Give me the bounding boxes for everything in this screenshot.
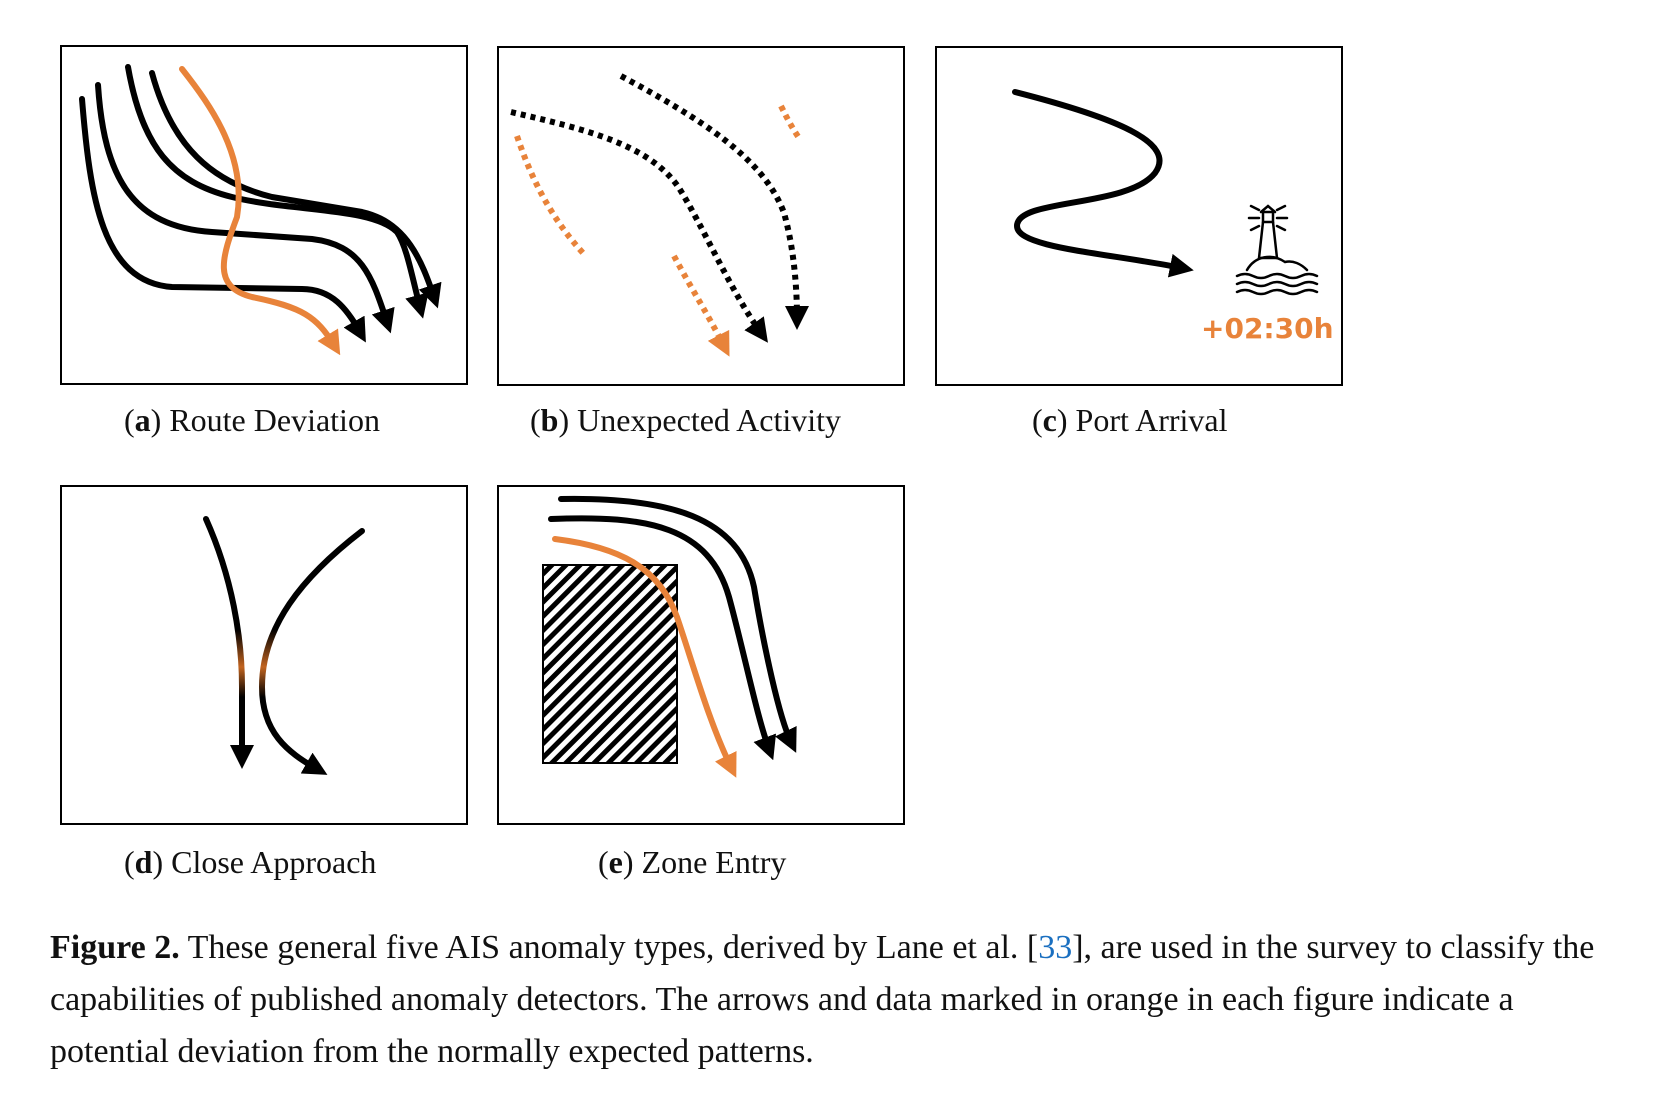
subcaption-c-title: Port Arrival [1075,402,1228,438]
normal-track-3 [125,64,429,319]
normal-track-1 [548,515,777,761]
unexpected-track-2 [671,254,730,357]
subcaption-d-title: Close Approach [171,844,377,880]
dotted-track-2 [619,73,809,330]
subcaption-a-letter: a [134,402,151,438]
unexpected-track-1 [514,135,586,256]
subcaption-d: (d) Close Approach [124,844,377,880]
arrival-delay-label: +02:30h [1201,312,1334,345]
figure-caption: Figure 2. These general five AIS anomaly… [50,922,1630,1078]
vessel-track-left [203,516,254,769]
close-approach-diagram [203,516,365,775]
subcaption-b-title: Unexpected Activity [577,402,842,438]
subcaption-b-letter: b [540,402,559,438]
zone-entry-diagram [542,495,797,778]
restricted-zone [542,564,678,764]
zone-entry-track [552,536,737,778]
normal-track-2 [558,495,797,753]
panel-port-arrival: +02:30h [935,46,1343,386]
citation-link[interactable]: 33 [1038,929,1073,966]
panel-route-deviation [60,45,468,385]
normal-track-2 [95,82,395,334]
panel-unexpected-activity [497,46,905,386]
caption-text-before: These general five AIS anomaly types, de… [179,929,1039,966]
subcaption-c: (c) Port Arrival [1032,402,1228,438]
panel-zone-entry [497,485,905,825]
vessel-track [1012,89,1194,278]
route-deviation-diagram [79,64,442,356]
subcaption-d-letter: d [134,844,153,880]
subcaption-b: (b) Unexpected Activity [530,402,842,438]
caption-text-after: ], are used in the survey to classify th… [50,929,1595,1070]
subcaption-e-letter: e [608,844,623,880]
panel-close-approach [60,485,468,825]
unexpected-track-3 [778,104,802,140]
deviating-track [179,66,341,356]
lighthouse-icon [1235,204,1319,296]
normal-track-1 [79,96,366,343]
subcaption-a-title: Route Deviation [169,402,380,438]
subcaption-a: (a) Route Deviation [124,402,380,438]
normal-track-4 [149,70,442,309]
unexpected-activity-diagram [510,73,809,357]
dotted-track-1 [510,109,768,343]
port-arrival-diagram [1012,89,1319,296]
figure-label: Figure 2. [50,929,180,966]
subcaption-e: (e) Zone Entry [598,844,787,880]
subcaption-c-letter: c [1042,402,1057,438]
subcaption-e-title: Zone Entry [641,844,787,880]
vessel-track-right [258,528,365,775]
